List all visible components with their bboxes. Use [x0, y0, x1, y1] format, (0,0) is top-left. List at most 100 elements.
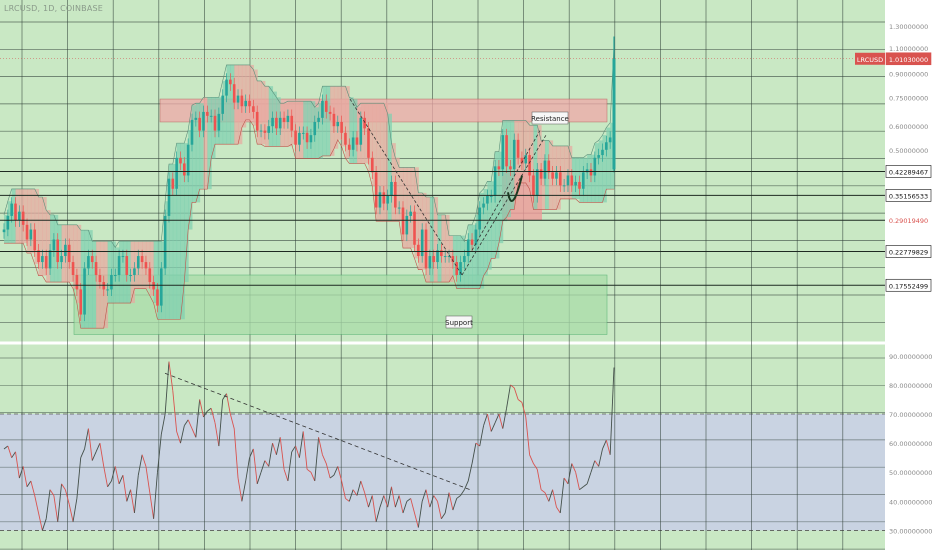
symbol-tag-box: [855, 52, 885, 65]
channel-segment: [349, 97, 354, 164]
rsi-segment: [337, 466, 343, 482]
rsi-segment: [272, 442, 277, 455]
rsi-segment: [199, 399, 204, 418]
channel-segment: [107, 241, 112, 304]
channel-segment: [326, 86, 331, 156]
channel-segment: [521, 120, 527, 183]
candle-body: [144, 262, 148, 269]
candle-body: [409, 211, 412, 216]
rsi-segment: [579, 486, 584, 491]
channel-segment: [464, 241, 469, 289]
candle-body: [301, 132, 305, 134]
candle-body: [436, 250, 439, 263]
rsi-segment: [552, 489, 557, 508]
candle-body: [25, 224, 29, 240]
channel-segment: [161, 241, 166, 320]
candle-body: [10, 203, 13, 216]
rsi-segment: [379, 495, 385, 508]
rsi-segment: [571, 463, 577, 473]
candle-body: [298, 132, 301, 145]
candle-body: [67, 244, 71, 263]
cup-curve: [507, 175, 523, 203]
rsi-segment: [168, 361, 174, 391]
candle-body: [512, 139, 516, 170]
rsi-segment: [590, 460, 596, 473]
candle-body: [336, 121, 340, 127]
rsi-segment: [544, 492, 550, 502]
rsi-segment: [575, 472, 580, 490]
price-tick-label: 1.30000000: [889, 23, 928, 31]
candle-body: [33, 229, 36, 251]
channel-segment: [253, 69, 258, 126]
candle-body: [332, 113, 336, 127]
candle-body: [505, 135, 508, 167]
channel-segment: [230, 64, 235, 145]
channel-segment: [579, 157, 584, 203]
candle-body: [90, 256, 94, 263]
channel-segment: [145, 241, 151, 289]
channel-segment: [575, 157, 580, 199]
channel-segment: [34, 188, 40, 264]
rsi-segment: [84, 428, 89, 450]
rsi-segment: [460, 489, 465, 496]
candle-body: [248, 100, 251, 107]
rsi-segment: [387, 486, 392, 508]
rsi-segment: [486, 413, 492, 432]
candle-body: [489, 195, 493, 197]
rsi-segment: [252, 448, 258, 484]
price-tick-label: 0.90000000: [889, 71, 928, 79]
rsi-segment: [191, 428, 197, 438]
candle-body: [340, 121, 343, 133]
candle-body: [125, 256, 129, 276]
channel-segment: [157, 241, 162, 320]
spike-candle-body: [612, 58, 616, 170]
channel-segment: [525, 120, 531, 183]
candle-body: [424, 229, 428, 269]
rsi-segment: [452, 498, 458, 511]
candle-body: [217, 113, 221, 131]
channel-segment: [88, 230, 93, 329]
rsi-segment: [287, 451, 293, 482]
rsi-segment: [11, 451, 16, 458]
channel-segment: [498, 151, 504, 244]
rsi-segment: [64, 489, 70, 505]
rsi-segment: [34, 495, 39, 514]
channel-segment: [456, 235, 462, 289]
rsi-segment: [556, 506, 561, 514]
rsi-segment: [145, 466, 151, 493]
candle-body: [290, 115, 294, 131]
candle-body: [286, 115, 290, 122]
channel-segment: [564, 145, 569, 199]
channel-segment: [399, 167, 404, 222]
rsi-segment: [433, 495, 438, 502]
price-tag-box: [885, 245, 932, 258]
candle-body: [225, 79, 228, 96]
rsi-segment: [114, 466, 120, 484]
rsi-segment: [383, 495, 389, 508]
price-tick-label: 0.60000000: [889, 123, 928, 131]
candle-body: [175, 157, 178, 189]
candle-body: [271, 117, 274, 127]
candle-body: [478, 207, 482, 230]
rsi-segment: [141, 454, 147, 467]
rsi-segment: [45, 489, 51, 519]
channel-segment: [472, 224, 477, 289]
candle-body: [459, 262, 462, 276]
channel-segment: [203, 97, 208, 190]
candle-body: [64, 244, 67, 257]
rsi-segment: [195, 399, 201, 438]
candle-body: [186, 144, 190, 176]
rsi-segment: [510, 384, 515, 389]
rsi-tick-label: 60.00000000: [889, 440, 932, 448]
rsi-segment: [172, 390, 178, 432]
candle-body: [56, 239, 60, 263]
candle-body: [601, 149, 604, 156]
candle-body: [486, 195, 489, 204]
channel-segment: [567, 145, 573, 199]
price-tag-label: 0.35156533: [889, 192, 928, 200]
channel-segment: [506, 120, 511, 218]
rsi-segment: [80, 448, 85, 458]
rsi-segment: [559, 478, 565, 514]
channel-segment: [299, 101, 304, 159]
